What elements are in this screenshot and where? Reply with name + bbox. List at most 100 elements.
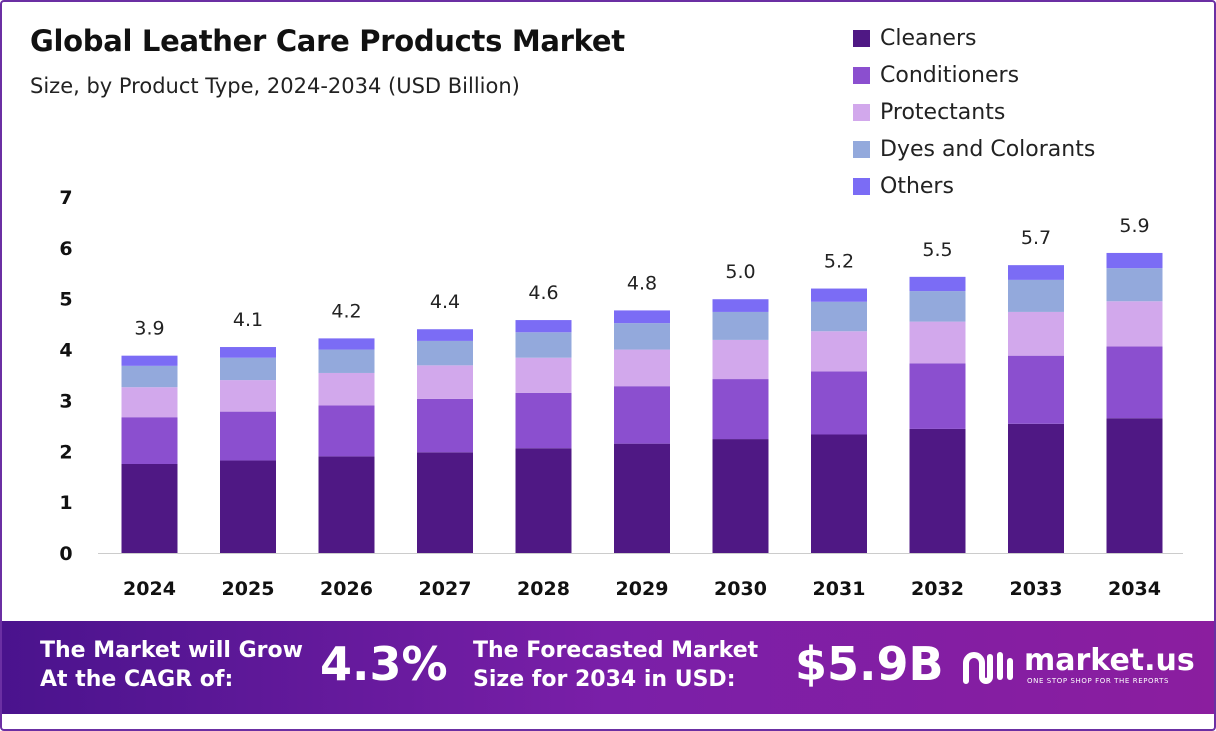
bar-segment-cleaners bbox=[614, 443, 670, 553]
bar-segment-cleaners bbox=[121, 464, 178, 553]
bar-segment-dyes-and-colorants bbox=[614, 323, 670, 350]
chart-title: Global Leather Care Products Market bbox=[30, 24, 625, 58]
bar-segment-cleaners bbox=[220, 460, 276, 553]
bar-segment-conditioners bbox=[712, 379, 769, 440]
logo-text: market.us bbox=[1024, 643, 1195, 678]
bar-segment-cleaners bbox=[318, 456, 375, 553]
bar-segment-conditioners bbox=[811, 371, 867, 435]
bar-segment-others bbox=[121, 355, 178, 366]
legend-label-others: Others bbox=[880, 174, 954, 199]
bar-segment-cleaners bbox=[1008, 423, 1064, 553]
bar-segment-conditioners bbox=[515, 392, 572, 449]
y-tick-label: 0 bbox=[59, 543, 72, 565]
bar-segment-dyes-and-colorants bbox=[909, 291, 966, 322]
forecast-label: The Forecasted Market Size for 2034 in U… bbox=[473, 636, 758, 694]
x-tick-label: 2033 bbox=[1010, 578, 1063, 600]
bar-segment-others bbox=[614, 310, 670, 324]
bar-segment-dyes-and-colorants bbox=[121, 365, 178, 388]
bar-segment-cleaners bbox=[1106, 418, 1163, 553]
bar-segment-cleaners bbox=[811, 434, 867, 553]
chart-subtitle: Size, by Product Type, 2024-2034 (USD Bi… bbox=[30, 74, 520, 98]
x-tick-label: 2031 bbox=[813, 578, 866, 600]
x-tick-label: 2024 bbox=[123, 578, 176, 600]
bar-segment-protectants bbox=[220, 380, 276, 412]
bar-segment-protectants bbox=[712, 339, 769, 380]
bar-segment-cleaners bbox=[909, 428, 966, 553]
legend-swatch-protectants bbox=[853, 104, 870, 121]
bar-segment-conditioners bbox=[417, 398, 473, 453]
x-tick-label: 2034 bbox=[1108, 578, 1161, 600]
x-tick-label: 2027 bbox=[419, 578, 472, 600]
bar-segment-dyes-and-colorants bbox=[1008, 279, 1064, 312]
cagr-label-line-1: The Market will Grow bbox=[40, 638, 303, 663]
bar-segment-protectants bbox=[1008, 311, 1064, 356]
bar-segment-others bbox=[811, 288, 867, 302]
bar-segment-others bbox=[318, 338, 375, 350]
y-tick-label: 2 bbox=[59, 441, 72, 463]
x-tick-label: 2028 bbox=[517, 578, 570, 600]
bar-segment-dyes-and-colorants bbox=[811, 301, 867, 332]
bar-segment-conditioners bbox=[220, 411, 276, 461]
x-tick-label: 2026 bbox=[320, 578, 373, 600]
bar-total-label: 4.6 bbox=[528, 282, 558, 304]
bar-total-label: 5.9 bbox=[1119, 215, 1149, 237]
logo-tagline: ONE STOP SHOP FOR THE REPORTS bbox=[1027, 677, 1170, 685]
bar-segment-conditioners bbox=[121, 417, 178, 464]
stacked-bar-chart: 0 1 2 3 4 5 6 7 3.9 2024 4.1 2025 4.2 2026 4.4 2027 4.6 2… bbox=[59, 187, 1183, 600]
y-tick-label: 6 bbox=[59, 238, 72, 260]
bar-segment-dyes-and-colorants bbox=[220, 357, 276, 381]
x-tick-label: 2032 bbox=[911, 578, 964, 600]
y-tick-label: 1 bbox=[59, 492, 72, 514]
bar-segment-cleaners bbox=[712, 439, 769, 553]
bar-total-label: 4.8 bbox=[627, 272, 657, 294]
bar-segment-protectants bbox=[909, 321, 966, 364]
x-tick-label: 2030 bbox=[714, 578, 767, 600]
bar-segment-dyes-and-colorants bbox=[1106, 268, 1163, 302]
legend-swatch-dyes-and-colorants bbox=[853, 141, 870, 158]
legend-item-protectants: Protectants bbox=[853, 94, 1095, 131]
bar-segment-cleaners bbox=[417, 452, 473, 553]
legend-item-dyes-and-colorants: Dyes and Colorants bbox=[853, 131, 1095, 168]
bar-segment-protectants bbox=[614, 349, 670, 387]
legend-label-protectants: Protectants bbox=[880, 100, 1006, 125]
bar-segment-conditioners bbox=[614, 386, 670, 444]
forecast-label-line-1: The Forecasted Market bbox=[473, 638, 759, 663]
y-tick-label: 5 bbox=[59, 289, 72, 311]
bar-total-label: 4.1 bbox=[233, 309, 263, 331]
legend: Cleaners Conditioners Protectants Dyes a… bbox=[853, 20, 1095, 205]
y-tick-label: 4 bbox=[59, 340, 72, 362]
legend-label-conditioners: Conditioners bbox=[880, 63, 1020, 88]
bar-total-label: 5.5 bbox=[922, 239, 952, 261]
bar-segment-protectants bbox=[318, 372, 375, 406]
bar-segment-others bbox=[515, 320, 572, 333]
bar-segment-protectants bbox=[515, 357, 572, 393]
bar-total-label: 3.9 bbox=[134, 318, 164, 340]
legend-item-cleaners: Cleaners bbox=[853, 20, 1095, 57]
bar-total-label: 5.7 bbox=[1021, 227, 1051, 249]
cagr-value: 4.3% bbox=[320, 637, 448, 691]
cagr-label: The Market will Grow At the CAGR of: bbox=[40, 636, 303, 694]
forecast-label-line-2: Size for 2034 in USD: bbox=[473, 667, 736, 692]
bar-segment-dyes-and-colorants bbox=[417, 340, 473, 366]
bar-segment-others bbox=[712, 299, 769, 312]
bar-segment-others bbox=[1008, 265, 1064, 280]
bar-segment-dyes-and-colorants bbox=[515, 332, 572, 358]
bar-segment-conditioners bbox=[909, 363, 966, 429]
y-tick-label: 7 bbox=[59, 187, 72, 209]
bar-segment-dyes-and-colorants bbox=[712, 311, 769, 340]
bar-segment-protectants bbox=[121, 387, 178, 418]
cagr-label-line-2: At the CAGR of: bbox=[40, 667, 234, 692]
bar-segment-dyes-and-colorants bbox=[318, 349, 375, 373]
bar-total-label: 4.2 bbox=[331, 300, 361, 322]
bar-segment-others bbox=[1106, 252, 1163, 269]
bar-total-label: 5.2 bbox=[824, 251, 854, 273]
bar-segment-protectants bbox=[1106, 301, 1163, 347]
x-tick-label: 2025 bbox=[222, 578, 275, 600]
bar-segment-others bbox=[220, 347, 276, 358]
bar-segment-protectants bbox=[811, 331, 867, 372]
bar-segment-others bbox=[909, 276, 966, 292]
bar-segment-cleaners bbox=[515, 448, 572, 553]
legend-label-dyes-and-colorants: Dyes and Colorants bbox=[880, 137, 1096, 162]
legend-item-conditioners: Conditioners bbox=[853, 57, 1095, 94]
